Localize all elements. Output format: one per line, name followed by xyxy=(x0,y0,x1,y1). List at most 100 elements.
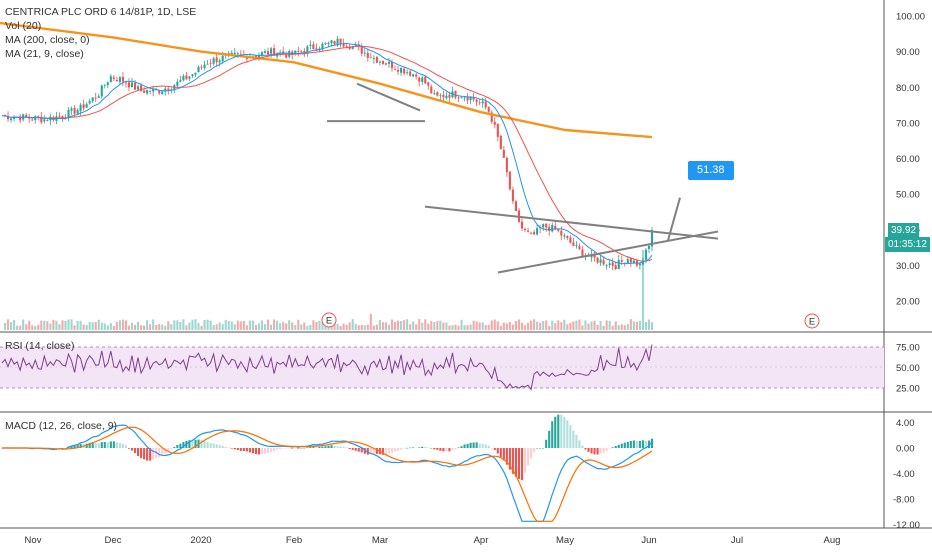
volume-bar xyxy=(545,320,548,330)
volume-bar xyxy=(454,324,457,330)
time-tick-label: 2020 xyxy=(190,535,211,546)
volume-bar xyxy=(584,320,587,330)
volume-bar xyxy=(260,320,264,330)
candle-body xyxy=(409,71,412,76)
candle-body xyxy=(140,85,143,92)
macd-histogram-bar xyxy=(200,439,203,448)
volume-bar xyxy=(239,321,242,330)
macd-histogram-bar xyxy=(635,440,638,448)
macd-histogram-bar xyxy=(508,448,511,470)
macd-histogram-bar xyxy=(254,448,258,455)
volume-bar xyxy=(10,321,13,330)
macd-histogram-bar xyxy=(536,448,539,449)
volume-bar xyxy=(363,325,366,330)
candle-body xyxy=(10,118,13,121)
price-tick-label: 80.00 xyxy=(896,83,920,94)
volume-bar xyxy=(557,320,560,330)
macd-histogram-bar xyxy=(149,448,152,461)
macd-histogram-bar xyxy=(427,447,430,449)
macd-histogram-bar xyxy=(224,447,227,448)
time-tick-label: Aug xyxy=(824,535,841,546)
volume-bar xyxy=(200,325,203,330)
candle-body xyxy=(279,52,282,54)
macd-histogram-bar xyxy=(533,448,536,453)
candle-body xyxy=(263,51,267,54)
macd-histogram-bar xyxy=(626,441,629,448)
volume-bar xyxy=(188,322,191,330)
volume-bar xyxy=(514,321,518,330)
macd-histogram-bar xyxy=(218,445,221,448)
macd-histogram-bar xyxy=(396,448,400,451)
candle-body xyxy=(496,123,499,137)
volume-bar xyxy=(133,324,137,330)
volume-bar xyxy=(55,320,58,330)
candle-body xyxy=(300,51,303,52)
candle-body xyxy=(221,55,224,62)
volume-bar xyxy=(493,319,496,330)
candle-body xyxy=(200,66,203,68)
ma200-line xyxy=(0,21,653,139)
volume-bar xyxy=(182,319,185,330)
volume-bar xyxy=(451,325,454,330)
volume-bar xyxy=(421,322,424,330)
candle-body xyxy=(457,97,460,99)
rsi-legend: RSI (14, close) xyxy=(5,339,74,353)
volume-bar xyxy=(593,320,596,330)
volume-bar xyxy=(61,320,64,330)
candle-body xyxy=(236,53,239,55)
volume-bar xyxy=(94,322,97,330)
target-callout[interactable]: 51.38 xyxy=(688,161,734,180)
volume-bar xyxy=(502,322,505,330)
macd-histogram-bar xyxy=(227,447,230,449)
macd-histogram-bar xyxy=(257,448,261,455)
volume-bar xyxy=(427,323,430,330)
macd-histogram-bar xyxy=(439,448,442,451)
candle-body xyxy=(632,260,635,264)
volume-bar xyxy=(378,320,381,330)
candle-body xyxy=(152,88,155,92)
volume-bar xyxy=(19,325,22,330)
macd-histogram-bar xyxy=(206,441,209,448)
projection-line xyxy=(667,197,681,241)
candle-body xyxy=(176,81,179,86)
candle-body xyxy=(94,97,97,99)
macd-histogram-bar xyxy=(400,448,403,450)
candle-body xyxy=(381,60,384,64)
candle-body xyxy=(327,42,330,44)
macd-histogram-bar xyxy=(239,448,242,451)
candle-body xyxy=(91,97,94,102)
candle-body xyxy=(647,245,651,249)
candle-body xyxy=(493,121,496,125)
macd-histogram-bar xyxy=(650,438,654,448)
volume-bar xyxy=(130,322,134,330)
volume-bar xyxy=(644,321,648,330)
candle-body xyxy=(115,79,118,82)
volume-bar xyxy=(276,320,279,330)
resistance-line xyxy=(356,82,421,112)
candle-body xyxy=(551,225,554,232)
macd-histogram-bar xyxy=(97,443,100,448)
volume-bar xyxy=(254,325,258,330)
volume-bar xyxy=(309,324,312,330)
macd-histogram-bar xyxy=(418,447,421,448)
macd-histogram-bar xyxy=(70,445,73,448)
volume-bar xyxy=(176,320,179,330)
volume-bar xyxy=(433,322,436,330)
macd-histogram-bar xyxy=(124,445,128,448)
macd-histogram-bar xyxy=(554,416,557,448)
macd-histogram-bar xyxy=(390,448,394,453)
volume-bar xyxy=(170,324,173,330)
volume-bar xyxy=(100,322,103,330)
price-tick-label: 70.00 xyxy=(896,118,920,129)
macd-histogram-bar xyxy=(638,440,641,448)
macd-histogram-bar xyxy=(424,446,427,448)
candle-body xyxy=(390,61,394,69)
volume-bar xyxy=(566,324,569,330)
candle-body xyxy=(333,40,336,45)
macd-histogram-bar xyxy=(315,446,318,448)
candle-body xyxy=(611,262,614,266)
candle-body xyxy=(79,104,82,111)
volume-bar xyxy=(418,319,421,330)
volume-bar xyxy=(230,321,233,330)
